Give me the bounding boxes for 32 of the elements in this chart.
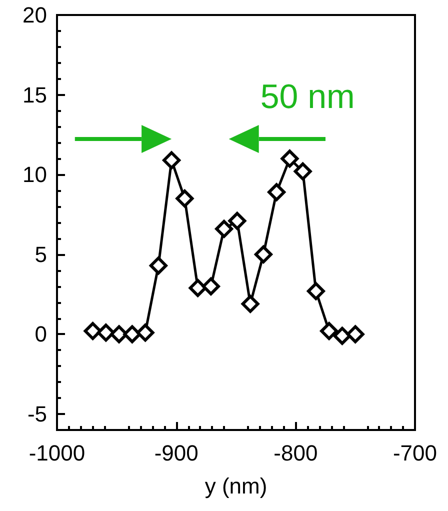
point [294,162,312,180]
y-tick-label: 20 [22,2,47,28]
point [162,151,181,170]
point [320,322,338,340]
point [333,326,352,345]
point [268,183,286,202]
x-tick-label: -700 [392,440,438,466]
point [241,294,260,313]
point [202,277,220,296]
x-tick-label: -900 [154,440,198,466]
point [149,256,168,275]
x-tick-label: -1000 [28,440,86,466]
y-tick-label: -5 [27,402,47,427]
point [123,325,142,344]
y-tick-label: 10 [22,162,47,188]
y-tick-label: 5 [34,242,47,267]
annotation: 50 nm [260,78,355,116]
point [176,190,194,208]
y-tick-label: 0 [34,322,47,347]
x-tick-label: -800 [274,440,318,466]
point [346,325,364,344]
point [228,212,246,230]
point [280,150,299,168]
point [96,324,115,342]
point [215,220,234,238]
x-axis-title: y (nm) [204,474,268,498]
point [306,282,325,300]
point [254,245,272,264]
point [188,278,207,297]
y-tick-label: 15 [22,82,47,108]
point [136,324,154,342]
point [84,322,102,340]
